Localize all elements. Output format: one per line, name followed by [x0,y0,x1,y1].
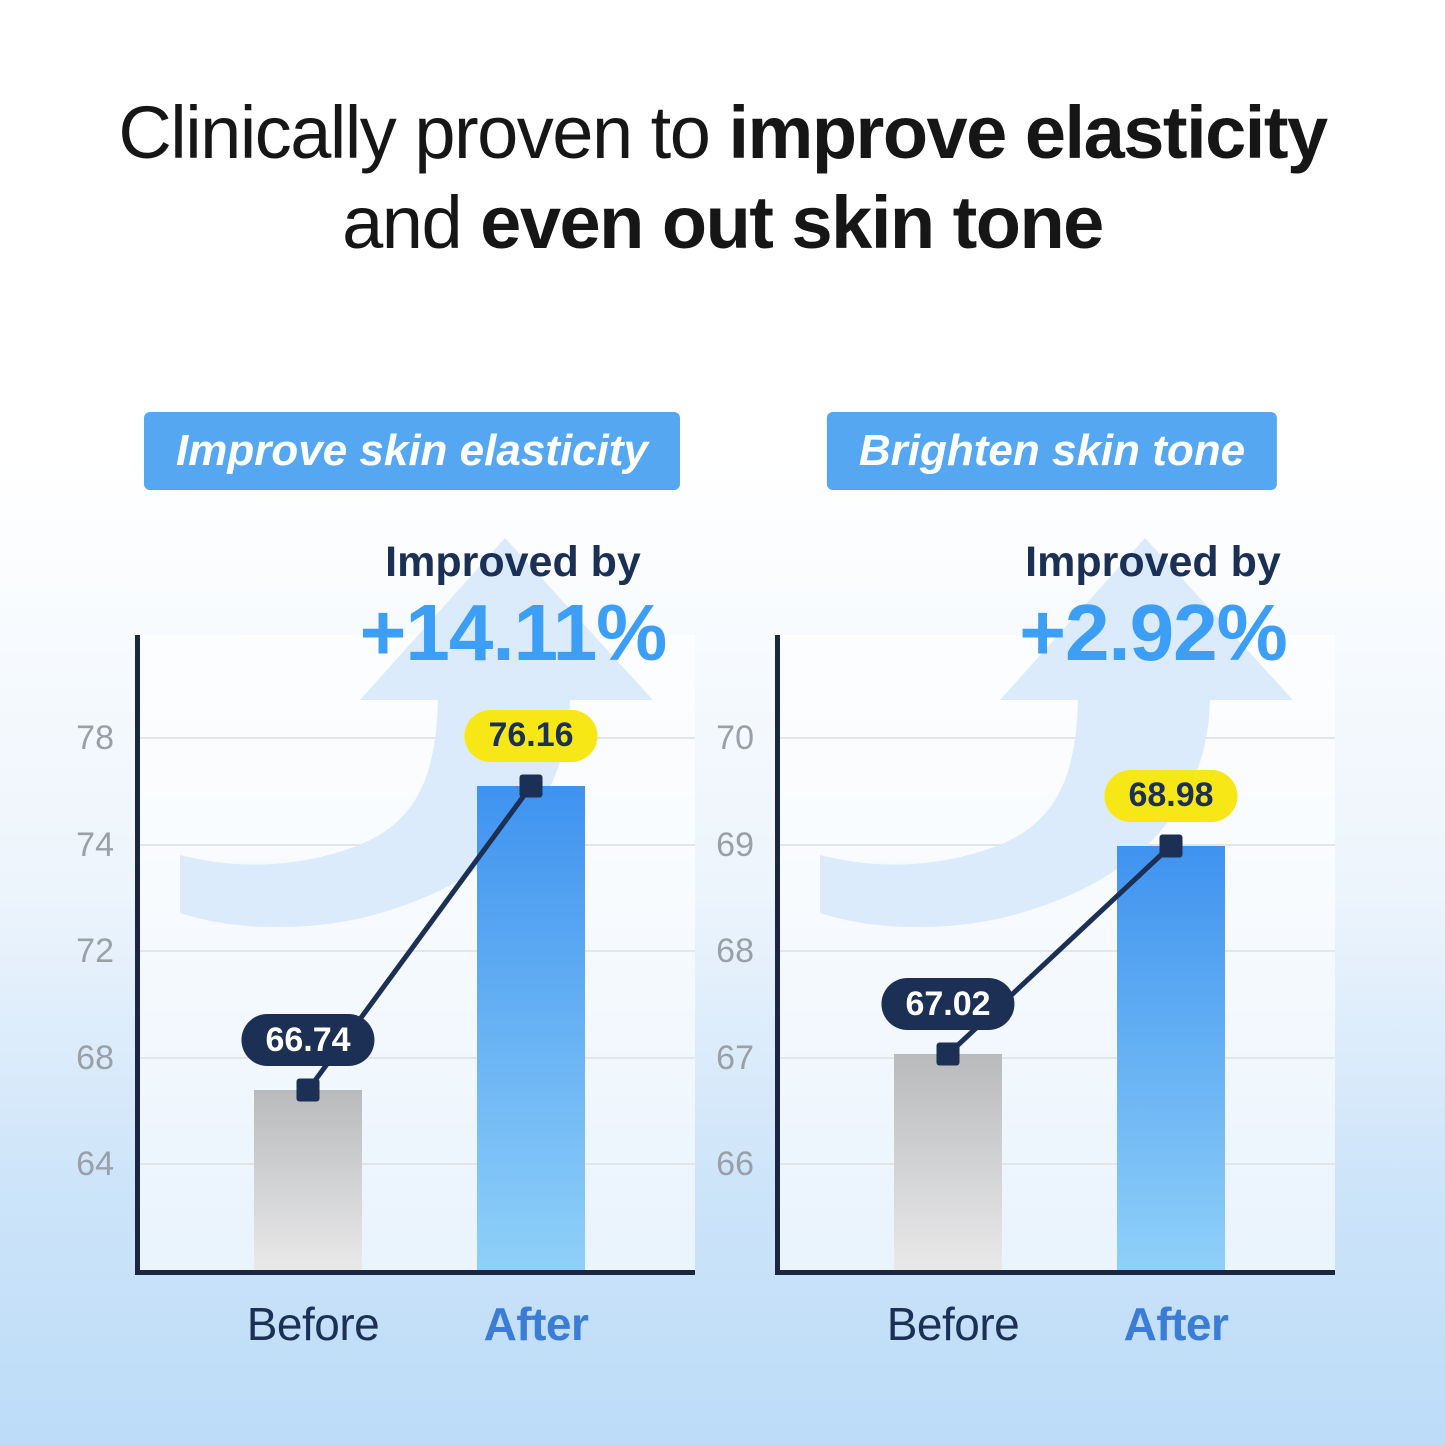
page-title: Clinically proven to improve elasticity … [0,88,1445,269]
plot-data-layer: 66.74 76.16 [135,635,690,1270]
value-label-pill-after: 76.16 [464,709,598,762]
bar-before [254,1090,362,1270]
improved-by-label: Improved by [1025,538,1281,586]
gridline [140,950,695,952]
bar-after [1117,845,1225,1270]
chart-title-badge: Improve skin elasticity [144,412,680,490]
title-line1-regular: Clinically proven to [118,91,729,174]
y-axis-tick-label: 68 [76,1038,114,1077]
chart-panel-elasticity: Improve skin elasticity Improved by +14.… [75,400,695,1410]
gridline [780,737,1335,739]
y-axis-tick-label: 70 [716,719,754,757]
improvement-callout: Improved by +14.11% [359,538,668,678]
value-label-pill-before: 67.02 [881,978,1015,1031]
chart-panel-skin-tone: Brighten skin tone Improved by +2.92% 70… [715,400,1335,1410]
improvement-percentage: +14.11% [359,588,668,678]
plot-area: 78 74 72 68 64 Before After [76,635,695,1350]
improvement-percentage: +2.92% [1019,588,1288,678]
bar-after [477,786,585,1270]
y-axis-tick-label: 66 [716,1145,754,1183]
trend-connector-line [946,843,1173,1057]
trend-connector-line [305,784,534,1092]
growth-arrow-watermark-icon [180,538,653,928]
data-point-marker [296,1078,320,1102]
growth-arrow-watermark-icon [820,538,1293,928]
gridline [140,1056,695,1059]
x-axis-category-label-after: After [483,1298,589,1350]
chart-title-badge: Brighten skin tone [826,412,1278,490]
gridline [780,1056,1335,1059]
bar-before [894,1054,1002,1270]
y-axis-tick-label: 74 [76,825,114,864]
title-line2-regular: and [342,181,481,265]
y-axis-tick-label: 69 [716,825,754,864]
title-line2-bold: even out skin tone [480,181,1104,265]
title-line1-bold: improve elasticity [728,91,1328,174]
plot-data-layer: 67.02 68.98 [775,635,1330,1270]
x-axis-category-label-before: Before [246,1298,380,1350]
gridline [780,1163,1335,1165]
x-axis-category-label-after: After [1123,1298,1229,1350]
data-point-marker [936,1042,960,1066]
improvement-callout: Improved by +2.92% [1019,538,1288,678]
chart-title-badge-label: Brighten skin tone [858,426,1246,475]
data-point-marker [519,774,543,798]
value-label-pill-before: 66.74 [241,1014,375,1067]
value-label-pill-after: 68.98 [1104,769,1238,822]
improved-by-label: Improved by [385,538,641,586]
gridline [140,737,695,739]
data-point-marker [1159,834,1183,858]
y-axis-tick-label: 64 [76,1145,114,1183]
y-axis-tick-label: 67 [716,1038,754,1077]
gridline [140,1163,695,1165]
chart-title-badge-label: Improve skin elasticity [176,426,648,475]
y-axis-tick-label: 72 [76,932,114,970]
y-axis-tick-label: 68 [716,932,754,970]
y-axis-tick-label: 78 [76,719,114,757]
x-axis-category-label-before: Before [886,1298,1020,1350]
